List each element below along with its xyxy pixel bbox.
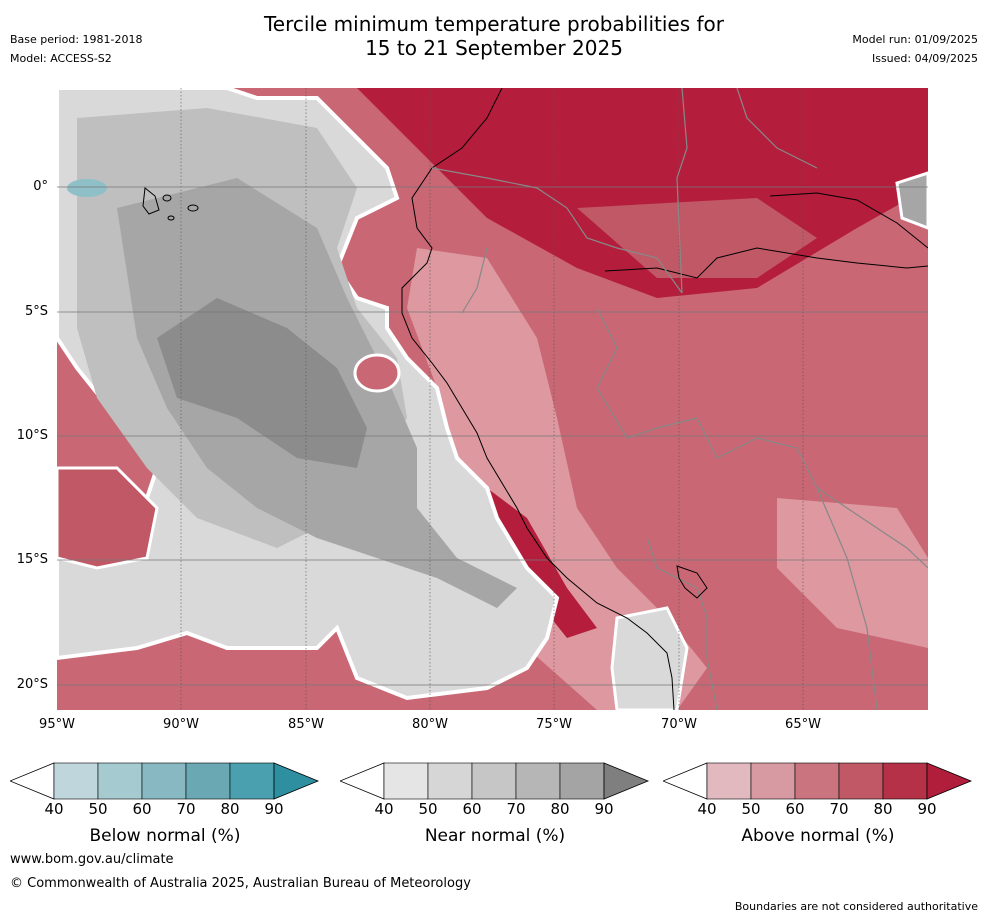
near-tick-label: 40	[374, 800, 394, 818]
above-tick-label: 40	[697, 800, 717, 818]
region-above-light-east	[777, 498, 928, 648]
above-colorbar-box	[882, 762, 928, 800]
below-colorbar-box	[229, 762, 275, 800]
region-above-dark-coast	[487, 488, 597, 638]
region-above-light-coast	[407, 248, 707, 710]
above-colorbar-low-arrow	[663, 762, 708, 800]
near-colorbar-low-arrow	[340, 762, 385, 800]
near-tick-label: 50	[418, 800, 438, 818]
below-colorbar-box	[185, 762, 231, 800]
lon-label-65w: 65°W	[785, 717, 821, 732]
above-tick-label: 70	[829, 800, 849, 818]
title-line-2: 15 to 21 September 2025	[365, 36, 623, 60]
lon-label-95w: 95°W	[39, 717, 75, 732]
near-tick-label: 90	[594, 800, 614, 818]
below-tick-label: 90	[264, 800, 284, 818]
galapagos-islands	[142, 187, 199, 221]
region-below-normal	[67, 179, 107, 197]
page-title: Tercile minimum temperature probabilitie…	[0, 12, 988, 60]
below-colorbar-high-arrow	[273, 762, 320, 800]
region-near-south-coast	[610, 606, 689, 710]
river-north	[769, 192, 928, 249]
above-tick-label: 80	[873, 800, 893, 818]
base-period: Base period: 1981-2018	[10, 33, 143, 46]
title-line-1: Tercile minimum temperature probabilitie…	[263, 12, 725, 36]
near-tick-label: 60	[462, 800, 482, 818]
above-colorbar-box	[706, 762, 752, 800]
model-run: Model run: 01/09/2025	[852, 33, 978, 46]
near-colorbar-box	[383, 762, 429, 800]
lat-label-5s: 5°S	[24, 304, 48, 319]
disclaimer-text: Boundaries are not considered authoritat…	[734, 900, 978, 913]
lat-label-0: 0°	[33, 179, 48, 194]
country-borders	[431, 88, 928, 710]
below-tick-label: 40	[44, 800, 64, 818]
legend-above-label: Above normal (%)	[741, 826, 895, 846]
below-colorbar-box	[97, 762, 143, 800]
website-link[interactable]: www.bom.gov.au/climate	[10, 852, 174, 867]
legend-below-label: Below normal (%)	[89, 826, 241, 846]
colorbar-above	[663, 762, 973, 800]
above-colorbar-box	[838, 762, 884, 800]
colorbar-below	[10, 762, 320, 800]
lon-label-85w: 85°W	[288, 717, 324, 732]
issued-date: Issued: 04/09/2025	[871, 52, 978, 65]
near-tick-label: 80	[550, 800, 570, 818]
below-colorbar-box	[53, 762, 99, 800]
near-colorbar-box	[427, 762, 473, 800]
near-colorbar-box	[559, 762, 605, 800]
lake-titicaca	[676, 565, 708, 599]
lon-label-80w: 80°W	[412, 717, 448, 732]
near-colorbar-high-arrow	[603, 762, 650, 800]
region-above-southwest	[57, 466, 159, 570]
river	[604, 247, 928, 279]
coastline	[401, 88, 675, 710]
lon-label-70w: 70°W	[661, 717, 697, 732]
below-tick-label: 80	[220, 800, 240, 818]
near-tick-label: 70	[506, 800, 526, 818]
lon-label-75w: 75°W	[536, 717, 572, 732]
lat-label-20s: 20°S	[16, 677, 48, 692]
above-tick-label: 50	[741, 800, 761, 818]
probability-map	[57, 88, 928, 710]
near-colorbar-box	[515, 762, 561, 800]
lat-label-15s: 15°S	[16, 552, 48, 567]
copyright-text: © Commonwealth of Australia 2025, Austra…	[10, 876, 471, 891]
above-colorbar-high-arrow	[926, 762, 973, 800]
region-above-ocean-patch	[353, 353, 401, 393]
lat-label-10s: 10°S	[16, 428, 48, 443]
legend-near-label: Near normal (%)	[424, 826, 566, 846]
above-colorbar-box	[750, 762, 796, 800]
latitude-lines	[57, 186, 928, 686]
above-colorbar-box	[794, 762, 840, 800]
colorbar-near	[340, 762, 650, 800]
region-near-darkest	[157, 298, 367, 468]
below-tick-label: 50	[88, 800, 108, 818]
near-colorbar-box	[471, 762, 517, 800]
below-colorbar-box	[141, 762, 187, 800]
lon-label-90w: 90°W	[163, 717, 199, 732]
region-above-mid-amazon	[577, 198, 817, 278]
below-tick-label: 70	[176, 800, 196, 818]
below-colorbar-low-arrow	[10, 762, 55, 800]
above-tick-label: 90	[917, 800, 937, 818]
graticule	[180, 88, 804, 710]
below-tick-label: 60	[132, 800, 152, 818]
model-name: Model: ACCESS-S2	[10, 52, 112, 65]
above-tick-label: 60	[785, 800, 805, 818]
